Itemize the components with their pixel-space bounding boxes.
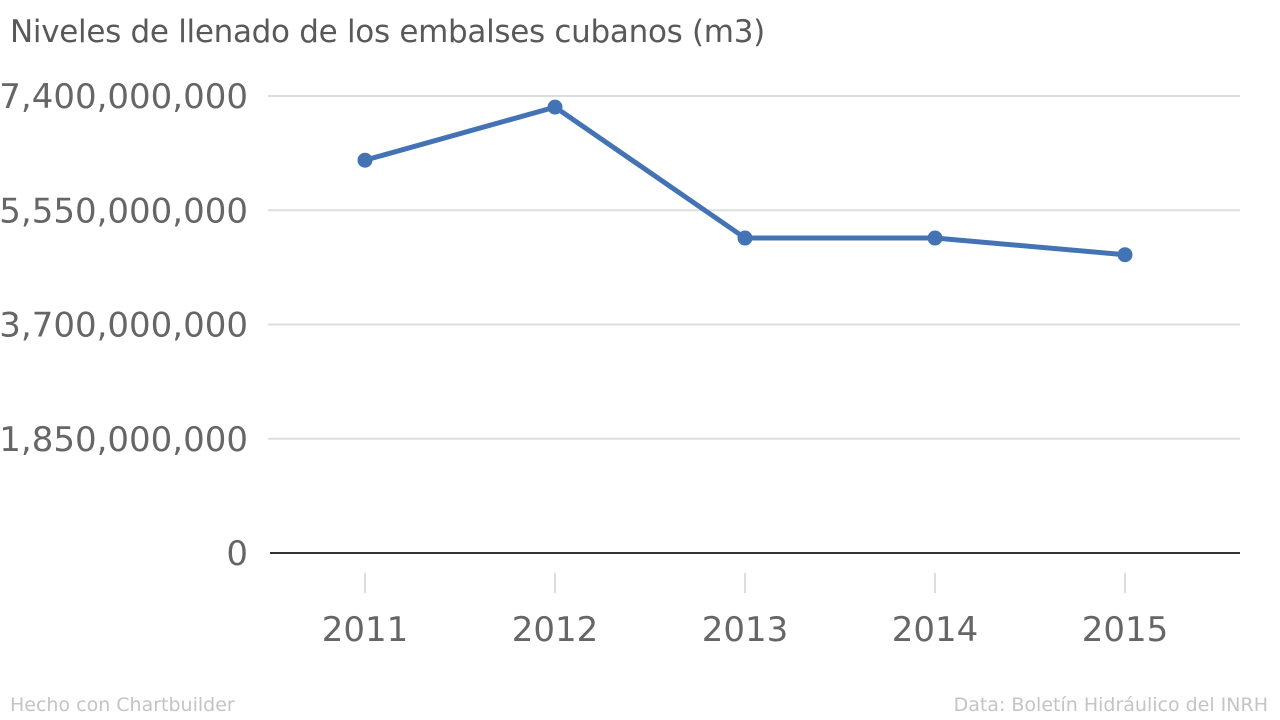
x-tick-label: 2014 bbox=[892, 610, 979, 650]
x-tick-label: 2012 bbox=[512, 610, 599, 650]
data-point bbox=[1117, 247, 1133, 263]
y-tick-label: 3,700,000,000 bbox=[0, 306, 248, 346]
chart-title: Niveles de llenado de los embalses cuban… bbox=[10, 14, 765, 50]
x-axis-ticks bbox=[364, 573, 1126, 593]
data-point bbox=[547, 99, 563, 115]
y-axis-labels: 0 1,850,000,000 3,700,000,000 5,550,000,000… bbox=[0, 77, 248, 574]
y-tick-label: 1,850,000,000 bbox=[0, 420, 248, 460]
data-point bbox=[927, 230, 943, 246]
x-tick-label: 2013 bbox=[702, 610, 789, 650]
gridlines bbox=[268, 95, 1240, 440]
data-point bbox=[357, 152, 373, 168]
y-tick-label: 5,550,000,000 bbox=[0, 191, 248, 231]
x-tick-label: 2011 bbox=[322, 610, 409, 650]
y-tick-label: 7,400,000,000 bbox=[0, 77, 248, 117]
y-tick-label: 0 bbox=[226, 534, 248, 574]
x-tick-label: 2015 bbox=[1082, 610, 1169, 650]
source-text: Data: Boletín Hidráulico del INRH bbox=[953, 694, 1268, 716]
data-point-markers bbox=[357, 99, 1133, 263]
data-point bbox=[737, 230, 753, 246]
x-axis-labels: 2011 2012 2013 2014 2015 bbox=[322, 610, 1169, 650]
credit-text: Hecho con Chartbuilder bbox=[10, 694, 235, 716]
